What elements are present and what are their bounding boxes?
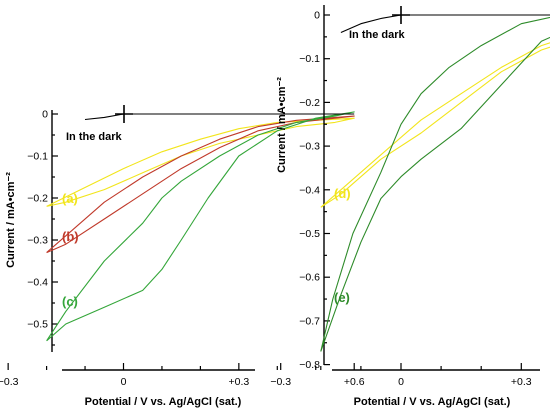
dark-current-curve (340, 14, 550, 34)
right-x-axis-title: Potential / V vs. Ag/AgCl (sat.) (354, 396, 511, 408)
curve-b (46, 115, 355, 254)
left-chart-panel: 0 −0.1 −0.2 −0.3 −0.4 −0.5 −0.3 0 +0.3 +0.6 In th… (0, 105, 365, 408)
right-y-axis-title: Current / mA•cm⁻² (276, 77, 288, 173)
curve-a (46, 117, 355, 207)
curve-label-e: (e) (334, 290, 350, 305)
y-tick-label: −0.2 (299, 97, 320, 109)
left-dark-annotation: In the dark (66, 131, 123, 143)
y-tick-label: −0.7 (299, 315, 320, 327)
y-tick-label: −0.8 (299, 359, 320, 371)
y-tick-label: −0.5 (299, 228, 320, 240)
x-tick-label: 0 (121, 376, 127, 388)
y-tick-label: −0.4 (27, 277, 48, 289)
y-tick-label: −0.3 (299, 141, 320, 153)
curve-label-a: (a) (62, 191, 78, 206)
y-tick-label: −0.6 (299, 272, 320, 284)
y-tick-label: −0.5 (27, 319, 48, 331)
x-tick-label: −0.3 (0, 376, 19, 388)
y-tick-label: −0.3 (27, 235, 48, 247)
right-chart-panel: 0 −0.1 −0.2 −0.3 −0.4 −0.5 −0.6 −0.7 −0.8 −0.3 0 +0… (270, 5, 550, 408)
x-tick-label: 0 (398, 376, 404, 388)
y-tick-label: 0 (42, 109, 48, 121)
x-tick-label: −0.3 (270, 376, 291, 388)
y-tick-label: −0.2 (27, 193, 48, 205)
curve-label-d: (d) (334, 186, 351, 201)
y-tick-label: −0.1 (299, 53, 320, 65)
dark-current-curve (84, 113, 355, 121)
x-tick-label: +0.3 (511, 376, 532, 388)
left-x-axis-title: Potential / V vs. Ag/AgCl (sat.) (85, 396, 242, 408)
left-y-axis-title: Current / mA•cm⁻² (5, 172, 17, 268)
right-dark-annotation: In the dark (349, 29, 406, 41)
x-tick-label: +0.6 (344, 376, 365, 388)
curve-label-b: (b) (62, 229, 79, 244)
curve-label-c: (c) (62, 294, 78, 309)
curve-d (320, 42, 550, 208)
y-tick-label: −0.1 (27, 151, 48, 163)
curve-c (46, 111, 355, 342)
curve-e (320, 16, 550, 352)
x-tick-label: +0.3 (228, 376, 249, 388)
right-curves (320, 14, 550, 352)
y-tick-label: 0 (314, 10, 320, 22)
y-tick-label: −0.4 (299, 184, 320, 196)
left-curves (46, 111, 355, 342)
right-axes: 0 −0.1 −0.2 −0.3 −0.4 −0.5 −0.6 −0.7 −0.8 −0.3 0 +0… (270, 5, 540, 388)
